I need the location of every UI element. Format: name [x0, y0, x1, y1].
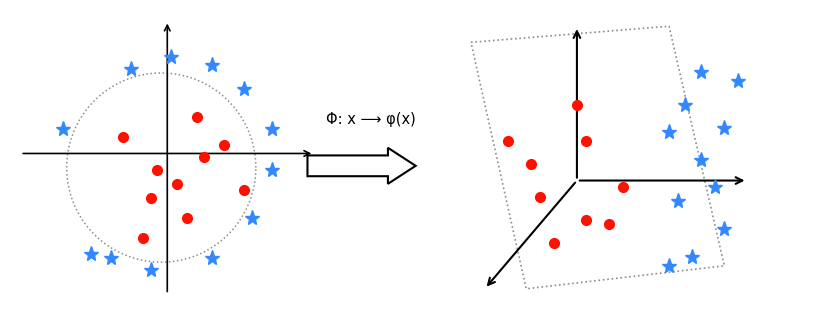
FancyArrow shape	[308, 148, 415, 184]
Text: Φ: x ⟶ φ(x): Φ: x ⟶ φ(x)	[326, 112, 416, 127]
